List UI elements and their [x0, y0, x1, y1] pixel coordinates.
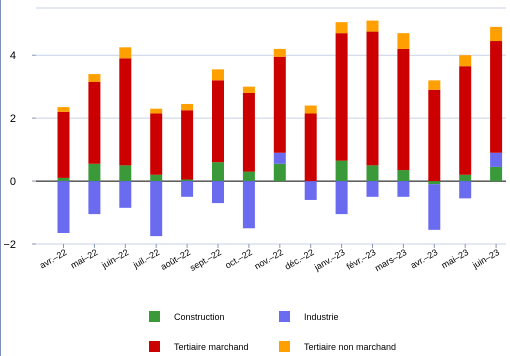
bar-segment-tertiaire-non-marchand-1: [88, 74, 101, 82]
bar-segment-construction-2: [119, 165, 132, 182]
bar-segment-construction-5: [212, 162, 224, 182]
legend-swatch-industrie: [279, 311, 290, 322]
grid-lines: [36, 7, 506, 245]
bar-segment-tertiaire-marchand-7: [273, 56, 286, 153]
bar-segment-tertiaire-marchand-3: [150, 113, 163, 175]
bar-segment-industrie-9: [335, 181, 348, 215]
bars-group: [57, 20, 503, 237]
bar-segment-tertiaire-marchand-4: [181, 110, 194, 180]
bar-segment-tertiaire-non-marchand-4: [181, 103, 194, 111]
bar-segment-construction-12: [428, 181, 441, 185]
legend-label-industrie: Industrie: [304, 312, 339, 322]
bar-segment-tertiaire-non-marchand-10: [366, 20, 379, 32]
bar-segment-tertiaire-non-marchand-6: [242, 86, 255, 93]
bar-segment-tertiaire-marchand-1: [88, 81, 101, 164]
bar-segment-industrie-5: [212, 181, 224, 204]
bar-segment-industrie-1: [88, 181, 101, 215]
bar-segment-industrie-3: [150, 181, 163, 237]
y-tick-label: 0: [10, 176, 16, 188]
bar-segment-tertiaire-non-marchand-11: [397, 33, 410, 49]
bar-segment-industrie-11: [397, 181, 410, 197]
bar-segment-industrie-0: [57, 181, 70, 233]
legend-swatch-tertiaire-non-marchand: [279, 341, 290, 352]
bar-segment-tertiaire-non-marchand-2: [119, 47, 132, 59]
y-axis-ticks: −2 0 2 4: [3, 50, 36, 251]
bar-segment-industrie-14: [490, 152, 503, 167]
bar-segment-tertiaire-non-marchand-5: [212, 69, 224, 81]
bar-segment-construction-6: [242, 171, 255, 182]
bar-segment-tertiaire-marchand-9: [335, 33, 348, 161]
bar-segment-tertiaire-non-marchand-9: [335, 22, 348, 34]
bar-segment-industrie-13: [459, 181, 472, 199]
bar-segment-industrie-10: [366, 181, 379, 197]
bar-segment-construction-11: [397, 170, 410, 182]
bar-segment-tertiaire-non-marchand-14: [490, 26, 503, 42]
legend: Construction Industrie Tertiaire marchand T…: [149, 311, 396, 352]
bar-segment-tertiaire-non-marchand-3: [150, 108, 163, 114]
y-tick-label: −2: [3, 239, 16, 251]
bar-segment-tertiaire-non-marchand-7: [273, 48, 286, 57]
bar-segment-construction-0: [57, 177, 70, 182]
bar-segment-tertiaire-marchand-0: [57, 111, 70, 178]
bar-segment-tertiaire-marchand-6: [242, 92, 255, 172]
bar-segment-construction-3: [150, 174, 163, 182]
legend-swatch-tertiaire-marchand: [149, 341, 160, 352]
bar-segment-industrie-6: [242, 181, 255, 229]
bar-segment-construction-4: [181, 179, 194, 182]
bar-segment-construction-10: [366, 165, 379, 182]
bar-segment-tertiaire-marchand-8: [304, 113, 317, 182]
bar-segment-tertiaire-marchand-5: [212, 80, 224, 163]
bar-segment-tertiaire-non-marchand-13: [459, 55, 472, 67]
bar-segment-industrie-2: [119, 181, 132, 208]
bar-segment-construction-13: [459, 174, 472, 182]
bar-segment-tertiaire-marchand-12: [428, 89, 441, 182]
y-tick-label: 4: [10, 50, 16, 62]
bar-segment-tertiaire-non-marchand-12: [428, 80, 441, 90]
bar-segment-construction-7: [273, 163, 286, 182]
bar-segment-construction-14: [490, 166, 503, 182]
bar-segment-tertiaire-marchand-2: [119, 58, 132, 166]
bar-segment-tertiaire-non-marchand-8: [304, 105, 317, 114]
bar-segment-industrie-8: [304, 181, 317, 200]
y-tick-label: 2: [10, 113, 16, 125]
bar-segment-industrie-7: [273, 152, 286, 164]
bar-segment-tertiaire-marchand-14: [490, 41, 503, 153]
bar-segment-tertiaire-marchand-13: [459, 66, 472, 175]
bar-segment-construction-1: [88, 163, 101, 182]
bar-segment-industrie-4: [181, 181, 194, 197]
bar-segment-tertiaire-marchand-10: [366, 31, 379, 166]
bar-segment-construction-9: [335, 160, 348, 182]
bar-segment-tertiaire-marchand-11: [397, 48, 410, 171]
legend-label-tertiaire-marchand: Tertiaire marchand: [174, 342, 249, 352]
bar-segment-tertiaire-non-marchand-0: [57, 107, 70, 112]
legend-label-tertiaire-non-marchand: Tertiaire non marchand: [304, 342, 396, 352]
bar-segment-industrie-12: [428, 184, 441, 230]
legend-swatch-construction: [149, 311, 160, 322]
legend-label-construction: Construction: [174, 312, 225, 322]
